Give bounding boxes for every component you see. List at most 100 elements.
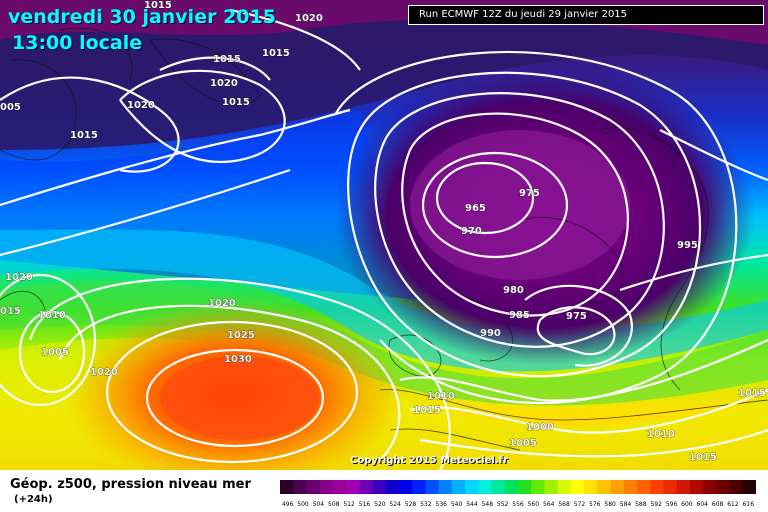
scale-swatch: [676, 480, 691, 494]
legend-title: Géop. z500, pression niveau mer: [10, 477, 251, 492]
isobar-label: 1010: [38, 310, 66, 321]
scale-swatch: [306, 480, 321, 494]
scale-tick-label: 564: [543, 501, 555, 508]
scale-tick-label: 568: [558, 501, 570, 508]
scale-tick-label: 536: [436, 501, 448, 508]
scale-tick-label: 548: [482, 501, 494, 508]
scale-tick-label: 560: [528, 501, 540, 508]
scale-swatch: [293, 480, 307, 494]
isobar-label: 965: [465, 203, 486, 214]
scale-tick-label: 604: [697, 501, 709, 508]
scale-tick-label: 528: [405, 501, 417, 508]
isobar-label: 1030: [224, 354, 252, 365]
isobar-label: 1025: [227, 330, 255, 341]
scale-tick-label: 524: [389, 501, 401, 508]
isobar-label: 1020: [295, 13, 323, 24]
scale-swatch: [663, 480, 678, 494]
scale-swatch: [399, 480, 413, 494]
legend-subtitle: (+24h): [14, 494, 53, 505]
low-pressure-inner: [410, 130, 630, 280]
isobar-label: 990: [480, 328, 501, 339]
scale-swatch: [716, 480, 731, 494]
isobar-label: 005: [0, 102, 21, 113]
scale-swatch: [637, 480, 651, 494]
isobar-label: 1020: [208, 298, 236, 309]
scale-swatch: [610, 480, 625, 494]
scale-tick-label: 540: [451, 501, 463, 508]
scale-swatch: [372, 480, 387, 494]
scale-tick-label: 520: [374, 501, 386, 508]
scale-tick-label: 508: [328, 501, 340, 508]
scale-tick-label: 512: [343, 501, 355, 508]
isobar-label: 1010: [647, 429, 675, 440]
scale-swatch: [518, 480, 532, 494]
isobar-label: 975: [519, 188, 540, 199]
isobar-label: 1020: [210, 78, 238, 89]
isobar-label: 1000: [526, 422, 554, 433]
isobar-label: 1005: [509, 438, 537, 449]
scale-tick-label: 596: [666, 501, 678, 508]
isobar-label: 985: [509, 310, 530, 321]
isobar-label: 980: [503, 285, 524, 296]
scale-swatch: [584, 480, 598, 494]
scale-swatch: [570, 480, 585, 494]
isobar-label: 975: [566, 311, 587, 322]
scale-swatch: [280, 480, 294, 494]
isobar-label: 1015: [738, 388, 766, 399]
scale-swatch: [557, 480, 572, 494]
isobar-label: 1015: [262, 48, 290, 59]
scale-tick-label: 496: [282, 501, 294, 508]
scale-swatch: [332, 480, 347, 494]
scale-swatch: [504, 480, 519, 494]
scale-swatch: [359, 480, 374, 494]
scale-swatch: [319, 480, 334, 494]
isobar-label: 1015: [413, 405, 441, 416]
scale-tick-label: 580: [604, 501, 616, 508]
scale-tick-label: 556: [512, 501, 524, 508]
scale-tick-label: 600: [681, 501, 693, 508]
scale-tick-label: 612: [727, 501, 739, 508]
scale-swatch: [729, 480, 744, 494]
isobar-label: 970: [461, 226, 482, 237]
copyright-notice: Copyright 2015 Meteociel.fr: [350, 455, 508, 466]
scale-swatch: [412, 480, 426, 494]
scale-swatch: [491, 480, 506, 494]
scale-tick-label: 616: [743, 501, 755, 508]
scale-swatch: [531, 480, 545, 494]
isobar-label: 1020: [127, 100, 155, 111]
scale-tick-label: 576: [589, 501, 601, 508]
isobar-label: 1015: [222, 97, 250, 108]
scale-tick-label: 588: [635, 501, 647, 508]
isobar-label: 1020: [90, 367, 118, 378]
scale-tick-label: 544: [466, 501, 478, 508]
isobar-label: 1020: [5, 272, 33, 283]
scale-tick-label: 608: [712, 501, 724, 508]
high-pressure-inner: [160, 356, 320, 440]
isobar-labels: 1020 1015 1015 1015 1020 1015 1020 1015 …: [0, 0, 766, 463]
scale-swatch: [385, 480, 400, 494]
isobar-label: 1010: [427, 391, 455, 402]
model-run-label: Run ECMWF 12Z du jeudi 29 janvier 2015: [408, 5, 764, 25]
scale-swatch: [478, 480, 493, 494]
scale-swatch: [703, 480, 717, 494]
scale-swatch: [597, 480, 612, 494]
scale-swatch: [650, 480, 664, 494]
isobar-label: 015: [0, 306, 21, 317]
scale-swatch: [438, 480, 453, 494]
scale-swatch: [544, 480, 559, 494]
scale-swatch: [451, 480, 466, 494]
scale-swatch: [689, 480, 704, 494]
scale-tick-label: 500: [297, 501, 309, 508]
isobar-label: 1015: [144, 0, 172, 11]
isobar-label: 1005: [41, 347, 69, 358]
scale-tick-label: 572: [574, 501, 586, 508]
scale-tick-label: 592: [650, 501, 662, 508]
isobar-label: 995: [677, 240, 698, 251]
scale-swatch: [623, 480, 638, 494]
forecast-date: vendredi 30 janvier 2015: [8, 6, 276, 28]
forecast-time: 13:00 locale: [12, 32, 143, 54]
scale-swatch: [425, 480, 440, 494]
scale-tick-label: 504: [313, 501, 325, 508]
weather-map: 1020 1015 1015 1015 1020 1015 1020 1015 …: [0, 0, 768, 470]
isobar-label: 1015: [213, 54, 241, 65]
